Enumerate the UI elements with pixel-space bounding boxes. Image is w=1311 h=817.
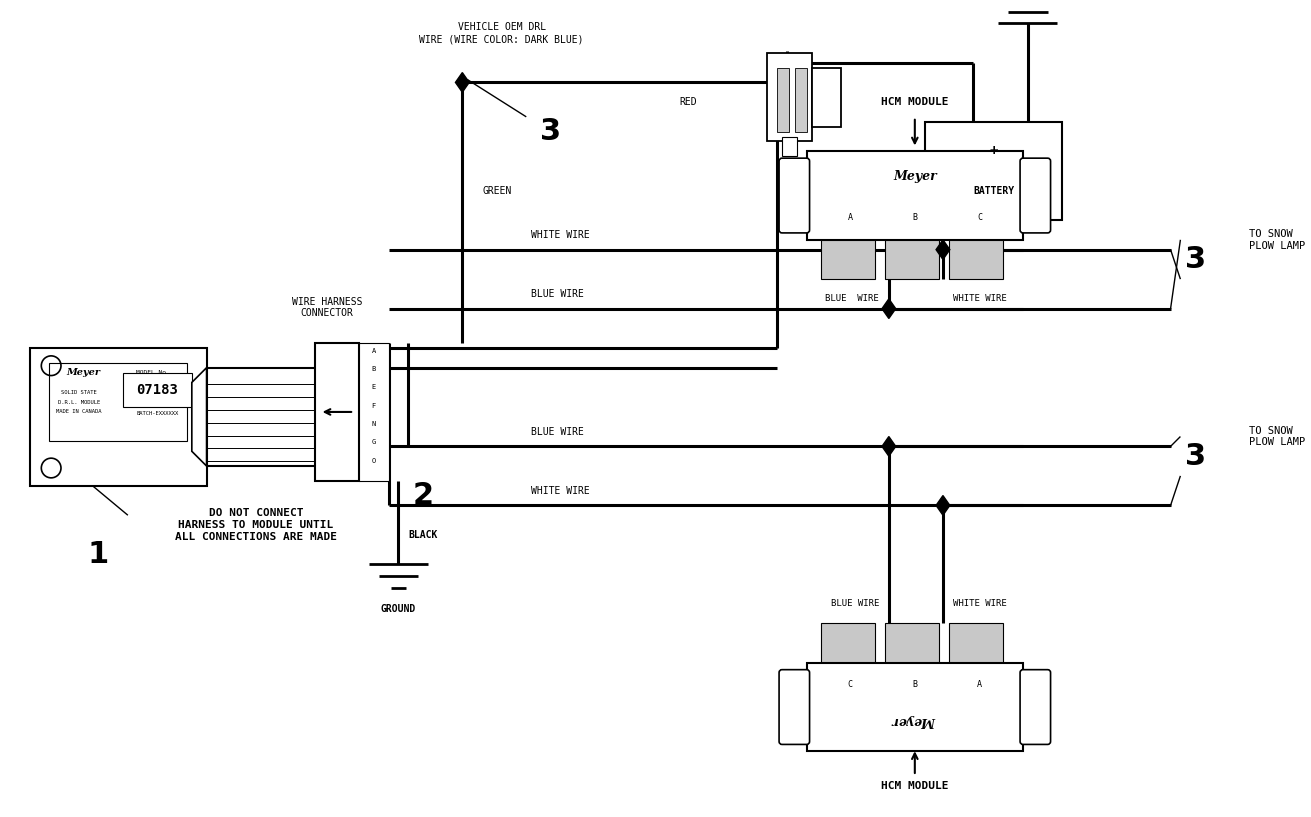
Text: WHITE WIRE: WHITE WIRE [531, 485, 590, 496]
Bar [783, 136, 797, 156]
Bar [777, 68, 789, 132]
Bar [822, 240, 876, 279]
Bar [806, 663, 1023, 752]
Bar [806, 151, 1023, 240]
Text: MADE IN CANADA: MADE IN CANADA [56, 409, 101, 414]
Bar [315, 343, 359, 480]
Bar [812, 68, 842, 127]
Polygon shape [882, 299, 895, 319]
Text: SOLID STATE: SOLID STATE [60, 390, 97, 395]
Bar [123, 373, 191, 407]
Text: C: C [977, 213, 982, 222]
Text: DO NOT CONNECT
HARNESS TO MODULE UNTIL
ALL CONNECTIONS ARE MADE: DO NOT CONNECT HARNESS TO MODULE UNTIL A… [174, 508, 337, 542]
Text: WHITE WIRE: WHITE WIRE [531, 230, 590, 240]
Text: O: O [372, 458, 376, 463]
Text: E: E [372, 385, 376, 391]
Text: RED: RED [680, 97, 697, 107]
Text: TO SNOW
PLOW LAMP: TO SNOW PLOW LAMP [1249, 229, 1306, 251]
FancyBboxPatch shape [779, 158, 810, 233]
Text: BLUE  WIRE: BLUE WIRE [825, 294, 878, 303]
FancyBboxPatch shape [779, 670, 810, 744]
Bar [885, 240, 940, 279]
Text: TO SNOW
PLOW LAMP: TO SNOW PLOW LAMP [1249, 426, 1306, 448]
Text: BLUE WIRE: BLUE WIRE [531, 426, 585, 436]
Polygon shape [936, 240, 950, 260]
Text: 3: 3 [1185, 245, 1206, 274]
Text: Meyer: Meyer [67, 368, 101, 377]
Text: B: B [912, 213, 918, 222]
Bar [924, 122, 1062, 220]
Text: BATTERY: BATTERY [973, 185, 1015, 195]
Text: HCM MODULE: HCM MODULE [881, 97, 949, 107]
Text: Meyer: Meyer [893, 714, 936, 727]
Text: A: A [372, 348, 376, 354]
Bar [885, 623, 940, 663]
Bar [949, 240, 1003, 279]
Text: G: G [372, 440, 376, 445]
Text: GROUND: GROUND [380, 604, 416, 614]
Text: B: B [912, 681, 918, 690]
Text: A: A [847, 213, 852, 222]
FancyBboxPatch shape [1020, 670, 1050, 744]
Bar [949, 623, 1003, 663]
Polygon shape [936, 496, 950, 516]
Text: C: C [847, 681, 852, 690]
Text: BLACK: BLACK [408, 530, 438, 540]
FancyBboxPatch shape [1020, 158, 1050, 233]
Text: N: N [372, 421, 376, 427]
Bar [30, 348, 207, 486]
Bar [767, 53, 812, 141]
Text: 3: 3 [540, 117, 561, 146]
Text: VEHICLE OEM DRL
WIRE (WIRE COLOR: DARK BLUE): VEHICLE OEM DRL WIRE (WIRE COLOR: DARK B… [420, 22, 583, 44]
Polygon shape [191, 368, 207, 466]
Polygon shape [455, 73, 469, 92]
Text: Meyer: Meyer [893, 170, 936, 182]
Bar [50, 363, 187, 441]
Text: B: B [372, 366, 376, 373]
Text: MODEL No.: MODEL No. [135, 370, 169, 375]
Text: GREEN: GREEN [482, 185, 511, 195]
Text: 2: 2 [413, 481, 434, 510]
Text: HCM MODULE: HCM MODULE [881, 781, 949, 791]
Text: WHITE WIRE: WHITE WIRE [953, 599, 1007, 609]
Text: 1: 1 [88, 540, 109, 569]
Bar [359, 343, 388, 480]
Text: A: A [977, 681, 982, 690]
Bar [822, 623, 876, 663]
Bar [794, 68, 806, 132]
Polygon shape [882, 436, 895, 456]
Text: WHITE WIRE: WHITE WIRE [953, 294, 1007, 303]
Text: 3: 3 [1185, 442, 1206, 471]
Text: F: F [372, 403, 376, 408]
Text: 07183: 07183 [136, 383, 178, 397]
Text: BLUE WIRE: BLUE WIRE [831, 599, 878, 609]
Text: D.R.L. MODULE: D.R.L. MODULE [58, 400, 100, 404]
Text: BLUE WIRE: BLUE WIRE [531, 289, 585, 299]
Text: +: + [990, 145, 998, 158]
Text: BATCH-EXXXXXX: BATCH-EXXXXXX [136, 412, 178, 417]
Text: WIRE HARNESS
CONNECTOR: WIRE HARNESS CONNECTOR [292, 297, 362, 319]
